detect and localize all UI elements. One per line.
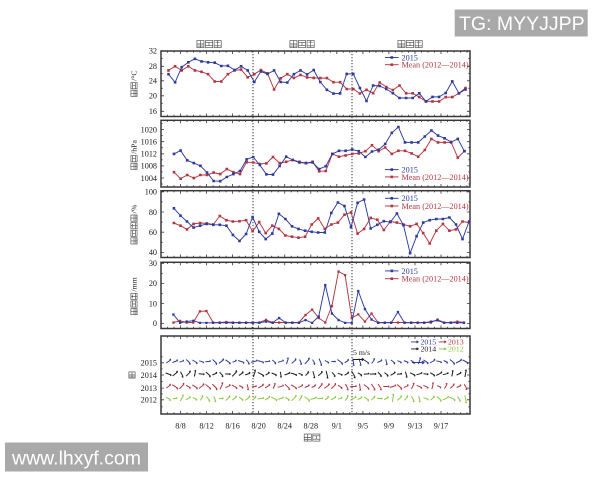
svg-text:16: 16 — [149, 107, 157, 116]
svg-text:28: 28 — [149, 62, 157, 71]
svg-text:2015: 2015 — [421, 338, 437, 347]
svg-text:2013: 2013 — [448, 338, 464, 347]
svg-text:80: 80 — [149, 208, 157, 217]
svg-text:32: 32 — [149, 47, 157, 56]
svg-text:8/24: 8/24 — [277, 422, 292, 431]
svg-text:Mean (2012—2014): Mean (2012—2014) — [402, 61, 469, 70]
svg-text:Mean (2012—2014): Mean (2012—2014) — [402, 275, 469, 284]
svg-text:1004: 1004 — [141, 174, 157, 183]
svg-text:30: 30 — [149, 259, 157, 268]
svg-text:20: 20 — [149, 92, 157, 101]
svg-text:2015: 2015 — [141, 359, 157, 368]
svg-text:9/1: 9/1 — [332, 422, 342, 431]
svg-text:9/5: 9/5 — [358, 422, 368, 431]
svg-text:0: 0 — [153, 319, 157, 328]
svg-text:60: 60 — [149, 228, 157, 237]
svg-text:2015: 2015 — [402, 166, 418, 175]
svg-text:1008: 1008 — [141, 162, 157, 171]
svg-text:5 m/s: 5 m/s — [353, 348, 370, 357]
svg-text:2015: 2015 — [402, 267, 418, 276]
svg-text:/%: /% — [130, 204, 139, 213]
svg-text:9/13: 9/13 — [408, 422, 423, 431]
svg-text:8/20: 8/20 — [251, 422, 266, 431]
svg-text:/hPa: /hPa — [130, 139, 139, 153]
svg-text:20: 20 — [149, 279, 157, 288]
svg-text:8/12: 8/12 — [199, 422, 214, 431]
svg-text:8/28: 8/28 — [304, 422, 319, 431]
svg-text:1020: 1020 — [141, 125, 157, 134]
svg-text:www.lhxyf.com: www.lhxyf.com — [11, 448, 141, 470]
svg-text:24: 24 — [149, 77, 157, 86]
svg-text:2015: 2015 — [402, 53, 418, 62]
svg-text:Mean (2012—2014): Mean (2012—2014) — [402, 173, 469, 182]
svg-text:2014: 2014 — [421, 345, 437, 354]
svg-text:10: 10 — [149, 299, 157, 308]
svg-text:1012: 1012 — [141, 150, 157, 159]
svg-text:/°C: /°C — [130, 70, 139, 81]
svg-text:2012: 2012 — [141, 396, 157, 405]
svg-text:9/17: 9/17 — [434, 422, 449, 431]
svg-text:2012: 2012 — [448, 345, 464, 354]
svg-text:8/16: 8/16 — [225, 422, 240, 431]
svg-text:/mm: /mm — [130, 277, 139, 291]
svg-text:9/9: 9/9 — [384, 422, 394, 431]
svg-text:TG: MYYJJPP: TG: MYYJJPP — [459, 13, 585, 35]
svg-text:2013: 2013 — [141, 384, 157, 393]
svg-text:Mean (2012—2014): Mean (2012—2014) — [402, 202, 469, 211]
svg-text:1016: 1016 — [141, 138, 157, 147]
svg-text:100: 100 — [145, 188, 157, 197]
svg-text:40: 40 — [149, 248, 157, 257]
svg-text:8/8: 8/8 — [175, 422, 185, 431]
svg-text:2015: 2015 — [402, 194, 418, 203]
svg-text:2014: 2014 — [141, 371, 157, 380]
